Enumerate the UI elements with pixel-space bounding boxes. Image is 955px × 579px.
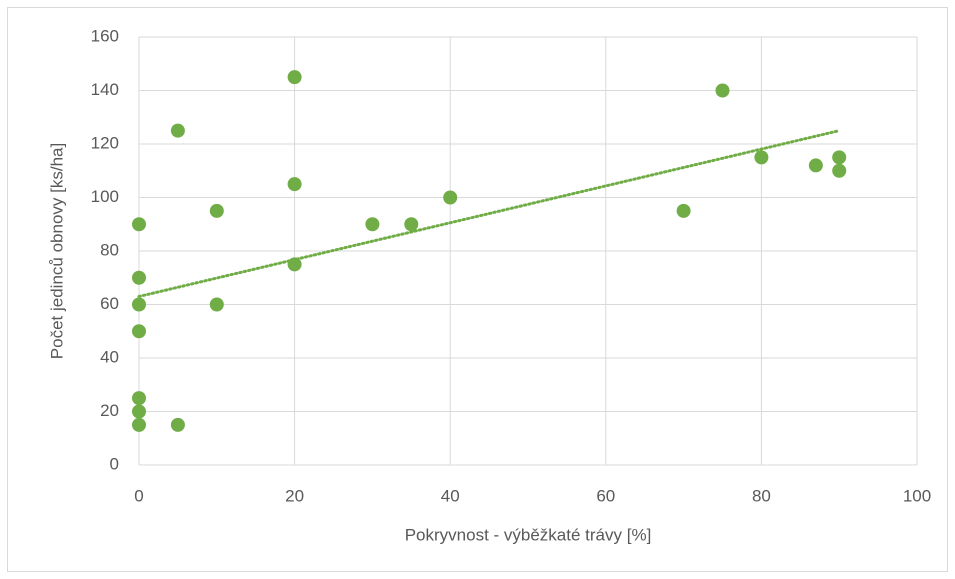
y-tick-label: 0 [110, 454, 119, 473]
scatter-point [132, 297, 146, 312]
y-tick-label: 140 [91, 80, 119, 99]
scatter-point [832, 163, 847, 178]
y-tick-label: 40 [100, 347, 119, 366]
y-tick-label: 160 [91, 26, 119, 45]
scatter-point [132, 417, 146, 432]
y-tick-label: 80 [100, 240, 119, 259]
scatter-point [287, 257, 302, 272]
scatter-point [132, 270, 146, 285]
scatter-point [676, 203, 691, 218]
scatter-point [715, 83, 730, 98]
scatter-point [832, 150, 847, 165]
x-tick-label: 60 [596, 486, 615, 505]
trendline [137, 129, 841, 298]
x-axis-title: Pokryvnost - výběžkaté trávy [%] [405, 525, 652, 544]
y-tick-label: 100 [91, 187, 119, 206]
scatter-point [170, 123, 185, 138]
x-tick-label: 100 [903, 486, 931, 505]
scatter-point [209, 297, 224, 312]
scatter-point [170, 417, 185, 432]
chart-border [7, 7, 948, 572]
scatter-point [287, 177, 302, 192]
y-axis-title: Počet jedinců obnovy [ks/ha] [47, 143, 66, 359]
scatter-point [132, 324, 146, 339]
y-tick-label: 20 [100, 401, 119, 420]
scatter-point [287, 70, 302, 85]
x-tick-label: 20 [285, 486, 304, 505]
scatter-point [808, 158, 823, 173]
x-tick-label: 40 [441, 486, 460, 505]
y-tick-label: 60 [100, 294, 119, 313]
y-tick-label: 120 [91, 133, 119, 152]
scatter-point [443, 190, 458, 205]
scatter-point [132, 217, 146, 232]
x-tick-label: 80 [752, 486, 771, 505]
scatter-point [404, 217, 419, 232]
scatter-point [754, 150, 769, 165]
scatter-point [132, 391, 146, 406]
scatter-point [132, 404, 146, 419]
x-tick-label: 0 [134, 486, 143, 505]
scatter-point [209, 203, 224, 218]
scatter-point [365, 217, 380, 232]
